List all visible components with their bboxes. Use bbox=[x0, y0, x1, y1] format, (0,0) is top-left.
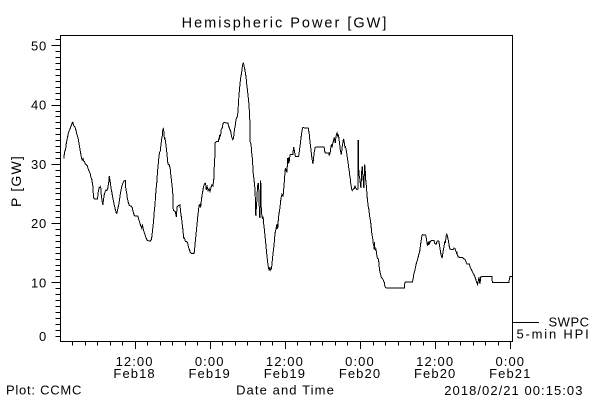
svg-text:12:00: 12:00 bbox=[266, 354, 304, 369]
svg-text:12:00: 12:00 bbox=[116, 354, 154, 369]
svg-text:Feb19: Feb19 bbox=[264, 366, 306, 381]
svg-text:12:00: 12:00 bbox=[416, 354, 454, 369]
svg-text:SWPC: SWPC bbox=[549, 315, 590, 330]
svg-text:5-min HPI: 5-min HPI bbox=[517, 327, 591, 342]
svg-text:50: 50 bbox=[31, 39, 47, 54]
svg-text:Feb20: Feb20 bbox=[339, 366, 381, 381]
svg-text:Plot: CCMC: Plot: CCMC bbox=[6, 383, 82, 398]
svg-text:40: 40 bbox=[31, 98, 47, 113]
svg-text:30: 30 bbox=[31, 157, 47, 172]
svg-text:0:00: 0:00 bbox=[345, 354, 375, 369]
svg-text:0: 0 bbox=[39, 329, 47, 344]
svg-text:Date and Time: Date and Time bbox=[236, 383, 335, 398]
svg-text:Feb19: Feb19 bbox=[189, 366, 231, 381]
svg-text:20: 20 bbox=[31, 216, 47, 231]
svg-text:P [GW]: P [GW] bbox=[8, 155, 24, 207]
svg-text:0:00: 0:00 bbox=[195, 354, 225, 369]
svg-text:2018/02/21 00:15:03: 2018/02/21 00:15:03 bbox=[444, 383, 583, 398]
svg-text:10: 10 bbox=[31, 275, 47, 290]
svg-text:0:00: 0:00 bbox=[495, 354, 525, 369]
svg-text:Feb20: Feb20 bbox=[414, 366, 456, 381]
svg-text:Feb18: Feb18 bbox=[113, 366, 155, 381]
svg-text:Feb21: Feb21 bbox=[489, 366, 531, 381]
svg-text:Hemispheric Power [GW]: Hemispheric Power [GW] bbox=[182, 16, 389, 32]
